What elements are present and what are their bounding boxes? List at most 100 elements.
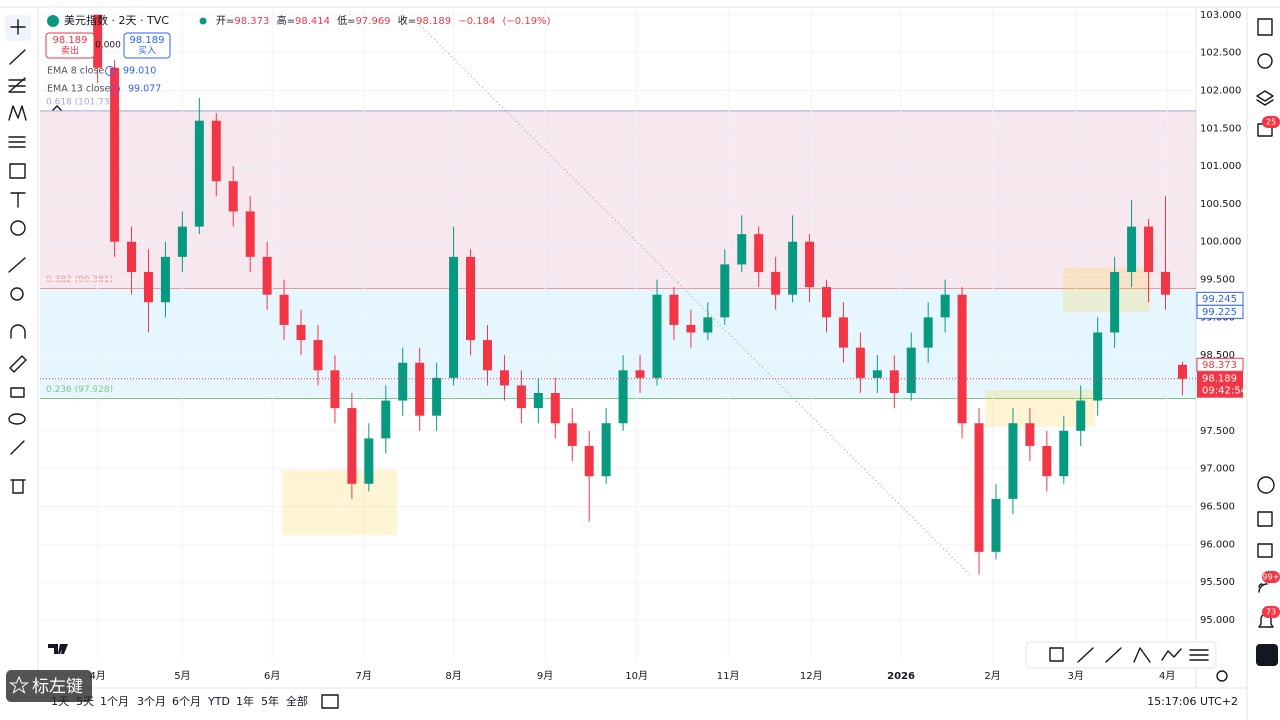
value: 98.189 [416,16,451,27]
clock: 15:17:06 UTC+2 [1147,695,1238,708]
candle-body [194,120,204,227]
candle-body [703,317,713,333]
y-tick-label: 101.500 [1200,123,1241,134]
timeframe-button[interactable]: 全部 [286,694,308,708]
ideas[interactable] [1257,511,1273,527]
value: 98.414 [295,16,330,27]
stream[interactable] [1258,583,1268,593]
timeframe-button[interactable]: 3个月 [137,695,166,708]
indicator-name[interactable]: EMA 8 close [47,66,104,77]
candle-body [381,400,391,439]
buy-button[interactable] [123,32,171,59]
highlight-box[interactable] [1063,268,1150,312]
alerts[interactable] [1257,53,1273,69]
tool-link[interactable] [10,440,25,455]
candle-body [1042,445,1052,477]
x-tick-label: 8月 [445,670,461,682]
ohlc: 开=98.373 高=98.414 低=97.969 收=98.189 −0.1… [216,14,551,27]
timeframe-button[interactable]: YTD [207,695,230,708]
tool-magnet[interactable] [10,324,26,339]
calendar[interactable] [1257,543,1273,558]
price-label: 98.373 [1202,360,1237,371]
timeframe-button[interactable]: 1个月 [100,695,129,708]
tool-channel[interactable] [8,77,26,93]
candle-body [1025,423,1035,446]
y-tick-label: 97.000 [1200,464,1235,475]
timeframe-button[interactable]: 5年 [261,694,279,708]
hint-bg [6,670,92,702]
candle-body [635,370,645,378]
tool-lock-draw[interactable] [9,355,27,373]
price-label-bg [1197,371,1243,398]
y-tick-label: 102.000 [1200,85,1241,96]
label: 收= [398,14,416,27]
x-tick-label: 3月 [1067,670,1083,682]
tool-emoji[interactable] [10,220,26,236]
watchlist[interactable] [1257,18,1273,36]
symbol-title[interactable]: 美元指数 · 2天 · TVC [64,13,169,27]
tool-zoom[interactable] [10,287,24,301]
y-tick-label: 96.000 [1200,539,1235,550]
x-tick-label: 4月 [89,670,105,682]
tool-text[interactable] [10,192,26,208]
date-range-button[interactable] [321,694,339,709]
collapse-button[interactable] [52,105,62,111]
candle-body [516,385,526,409]
x-tick-label: 11月 [717,670,740,682]
star-icon [8,675,30,694]
tool-delete[interactable] [10,479,26,494]
draw-polyline[interactable] [1161,648,1182,661]
candle-body [415,362,425,416]
right-toolbar: 25 99+ 73 [1256,18,1280,666]
draw-triangle[interactable] [1133,647,1151,663]
tool-crosshair[interactable] [10,19,26,35]
candle-body [1110,271,1120,333]
candle-body [313,340,323,371]
indicator-value: 99.077 [128,84,161,95]
x-tick-label: 12月 [800,670,823,682]
indicator-name[interactable]: EMA 13 close [47,84,110,95]
tool-shape[interactable] [9,163,26,179]
timeframe-button[interactable]: 6个月 [172,695,201,708]
price-label: 99.245 [1202,294,1237,305]
label: 高= [277,14,295,27]
layers[interactable] [1256,90,1274,106]
candle-body [432,377,442,416]
candle-body [754,234,764,272]
axis-settings[interactable] [1216,670,1228,682]
x-tick-label: 4月 [1159,670,1175,682]
apps[interactable] [1256,644,1278,666]
indicator-value: 99.010 [123,66,156,77]
logo [48,644,68,654]
tool-pattern[interactable] [8,105,27,121]
draw-rect[interactable] [1049,647,1064,662]
candle-body [906,347,916,393]
fib-zone [40,288,1196,399]
candle-body [1160,271,1170,295]
candle-body [398,362,408,401]
compass[interactable] [1257,476,1275,494]
tool-fib[interactable] [8,136,26,148]
candle-body [1093,332,1103,401]
trend-line[interactable] [419,24,971,576]
highlight-box[interactable] [282,470,397,535]
hint-text: 标左键 [32,677,83,697]
tool-lock[interactable] [10,387,25,398]
draw-menu[interactable] [1189,649,1209,661]
overlay-hint: 标左键 [6,670,92,702]
tool-ruler[interactable] [8,257,26,273]
sell-button[interactable] [45,32,95,59]
draw-line[interactable] [1105,647,1122,663]
label: 低= [337,14,355,27]
timeframe-button[interactable]: 1年 [236,694,254,708]
candle-body [584,445,594,477]
tool-visibility[interactable] [8,413,26,425]
candle-body [567,423,577,446]
candle-body [872,370,882,378]
candle-body [110,67,120,242]
tool-line[interactable] [9,49,26,65]
draw-path[interactable] [1077,647,1094,663]
badge: 73 [1266,608,1276,617]
x-tick-label: 9月 [537,670,553,682]
x-tick-label: 5月 [174,670,190,682]
